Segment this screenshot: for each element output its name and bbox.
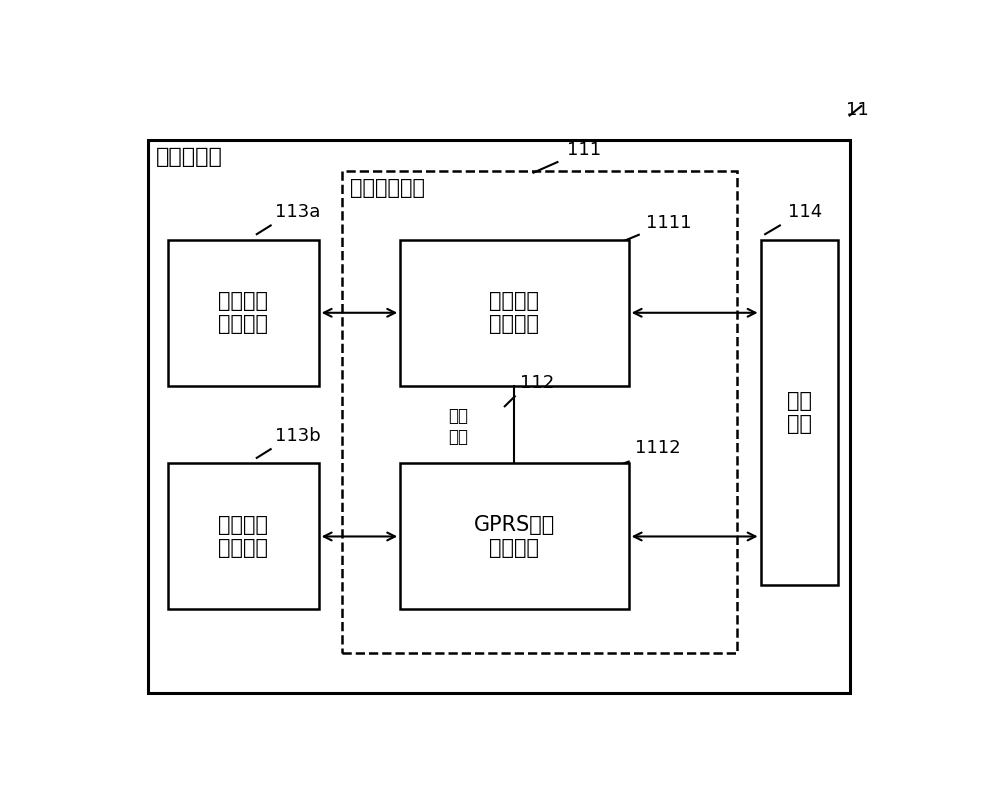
Text: GPRS协议
处理单元: GPRS协议 处理单元	[474, 515, 555, 558]
Bar	[168, 463, 319, 609]
Text: 第二基带
控制单元: 第二基带 控制单元	[218, 515, 268, 558]
Bar	[400, 463, 629, 609]
Text: 协议处理单元: 协议处理单元	[350, 178, 425, 198]
Text: 1112: 1112	[635, 439, 681, 458]
Bar	[400, 240, 629, 386]
Text: 111: 111	[567, 141, 601, 159]
Bar	[148, 140, 850, 693]
Text: 1111: 1111	[646, 215, 691, 232]
Text: 通信协议
处理单元: 通信协议 处理单元	[489, 291, 539, 334]
Bar	[168, 240, 319, 386]
Text: 113b: 113b	[275, 427, 320, 445]
Text: 112: 112	[520, 374, 554, 392]
Text: 114: 114	[788, 203, 822, 221]
Text: 信息
通道: 信息 通道	[448, 407, 468, 445]
Text: 第一基带
控制单元: 第一基带 控制单元	[218, 291, 268, 334]
Text: 113a: 113a	[275, 203, 320, 221]
Bar	[342, 171, 737, 653]
Text: 协议栈模块: 协议栈模块	[156, 147, 223, 166]
Bar	[761, 240, 838, 584]
Text: 协议
接口: 协议 接口	[787, 391, 812, 434]
Text: 11: 11	[846, 101, 869, 119]
